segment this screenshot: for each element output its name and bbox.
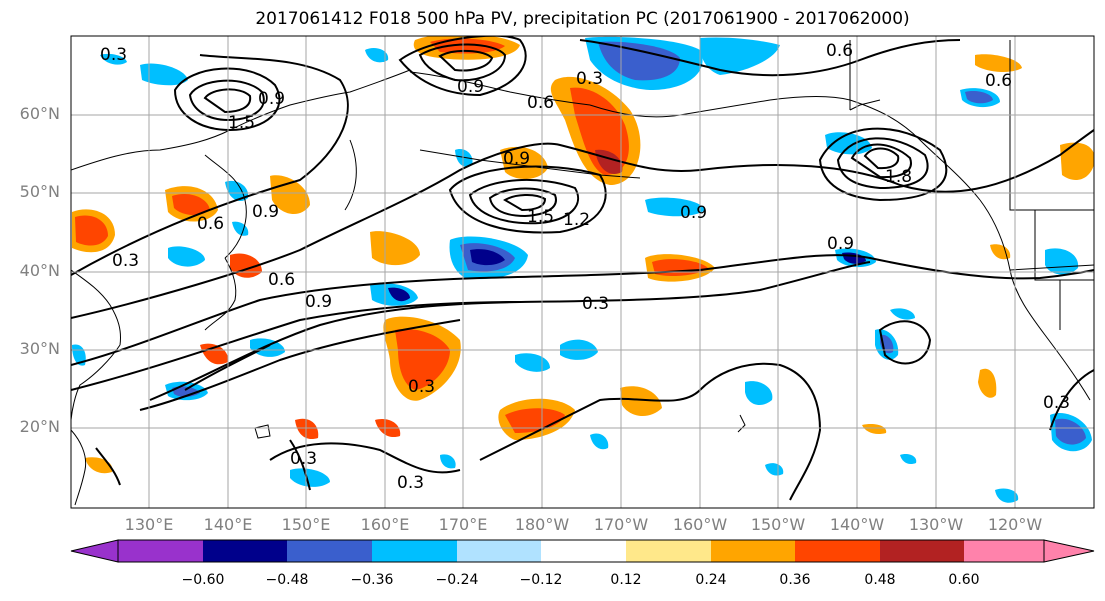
colorbar-tick-label: −0.12 [519, 572, 563, 588]
lon-label: 140°E [203, 515, 253, 534]
lat-label: 60°N [19, 104, 60, 123]
lon-label: 180°W [514, 515, 570, 534]
lon-label: 170°W [593, 515, 649, 534]
lon-label: 140°W [829, 515, 885, 534]
contour-label: 0.9 [827, 234, 854, 254]
contour-label: 0.9 [680, 203, 707, 223]
contour-label: 0.3 [397, 473, 424, 493]
contour-label: 0.9 [252, 202, 279, 222]
lon-label: 130°E [124, 515, 174, 534]
contour-label: 0.3 [290, 449, 317, 469]
contour-label: 0.6 [197, 214, 224, 234]
contour-label: 0.6 [985, 71, 1012, 91]
plot-frame [70, 35, 1095, 509]
colorbar-tick-label: −0.60 [181, 572, 225, 588]
colorbar-tick-label: −0.48 [265, 572, 309, 588]
lat-label: 30°N [19, 339, 60, 358]
colorbar-bin [372, 540, 457, 562]
contour-label: 0.3 [112, 251, 139, 271]
lat-label: 50°N [19, 182, 60, 201]
colorbar-bin [287, 540, 372, 562]
contour-label: 0.6 [527, 93, 554, 113]
contour-label: 0.9 [457, 77, 484, 97]
colorbar-bin [626, 540, 711, 562]
lon-label: 130°W [908, 515, 964, 534]
lat-label: 40°N [19, 261, 60, 280]
precip-shading [72, 36, 1094, 503]
colorbar-tick-label: 0.36 [779, 572, 811, 588]
lon-label: 150°E [281, 515, 331, 534]
colorbar-tick-label: 0.24 [695, 572, 727, 588]
contour-label: 0.6 [268, 270, 295, 290]
contour-label: 0.3 [408, 377, 435, 397]
colorbar [70, 539, 1095, 563]
colorbar-tick-label: 0.48 [864, 572, 896, 588]
contour-labels: 0.3 0.6 0.6 0.6 0.3 0.9 0.9 1.5 1.2 1.5 … [100, 41, 1070, 493]
colorbar-extend-high [1043, 539, 1095, 563]
colorbar-bin [541, 540, 626, 562]
contour-label: 0.9 [305, 292, 332, 312]
contour-label: 1.5 [527, 207, 554, 227]
colorbar-tick-label: −0.36 [350, 572, 394, 588]
contour-label: 0.3 [576, 69, 603, 89]
colorbar-tick-label: 0.60 [948, 572, 980, 588]
contour-label: 1.5 [228, 113, 255, 133]
colorbar-bin [118, 540, 203, 562]
lon-label: 170°E [438, 515, 488, 534]
lon-label: 120°W [987, 515, 1043, 534]
colorbar-bin [964, 540, 1044, 562]
graticule [71, 36, 1094, 508]
contour-label: 0.3 [100, 45, 127, 65]
coastlines [71, 40, 1094, 506]
colorbar-bin [711, 540, 795, 562]
colorbar-bin [457, 540, 541, 562]
colorbar-bin [203, 540, 287, 562]
lon-label: 160°E [360, 515, 410, 534]
colorbar-extend-low [70, 539, 119, 563]
contour-label: 0.9 [503, 149, 530, 169]
lon-label: 150°W [750, 515, 806, 534]
map-plot [71, 36, 1094, 506]
contour-label: 0.9 [258, 89, 285, 109]
lat-label: 20°N [19, 417, 60, 436]
contour-label: 1.8 [885, 167, 912, 187]
contour-label: 0.3 [1043, 393, 1070, 413]
colorbar-tick-label: 0.12 [610, 572, 642, 588]
contour-label: 0.6 [826, 41, 853, 61]
map-title: 2017061412 F018 500 hPa PV, precipitatio… [255, 9, 910, 29]
colorbar-bin [795, 540, 880, 562]
colorbar-tick-label: −0.24 [435, 572, 479, 588]
contour-label: 1.2 [563, 210, 590, 230]
lon-label: 160°W [672, 515, 728, 534]
colorbar-bin [880, 540, 964, 562]
contour-label: 0.3 [582, 294, 609, 314]
